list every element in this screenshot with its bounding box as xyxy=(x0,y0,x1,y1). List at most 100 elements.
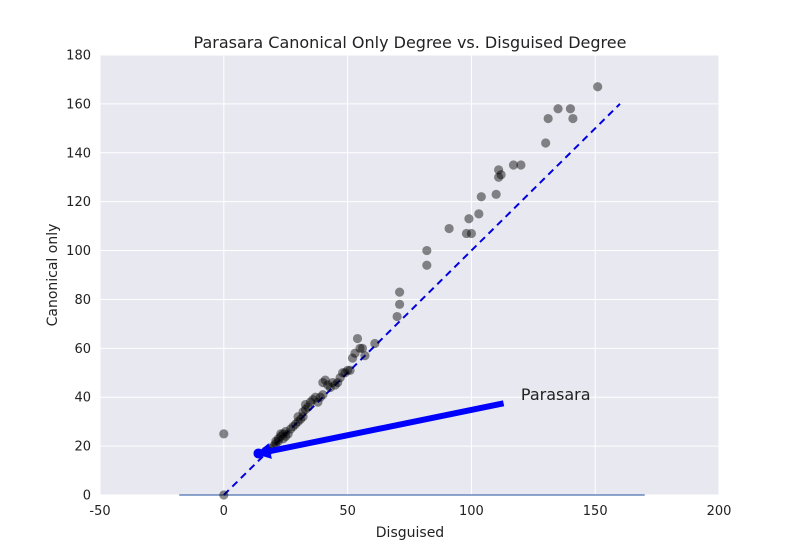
data-point xyxy=(310,392,321,402)
y-tick-label: 100 xyxy=(66,244,91,259)
data-point xyxy=(273,434,283,444)
y-axis-ticks: 0 20 40 60 80 100 120 140 160 180 xyxy=(66,49,91,504)
x-tick-label: -50 xyxy=(89,504,110,519)
data-point xyxy=(278,429,288,439)
data-point xyxy=(276,429,286,439)
data-point xyxy=(219,429,229,439)
data-point xyxy=(394,287,405,297)
data-point xyxy=(308,395,318,405)
data-point xyxy=(494,165,504,175)
data-point xyxy=(593,82,603,92)
data-point xyxy=(352,333,363,344)
data-point xyxy=(357,343,368,353)
data-point xyxy=(286,424,296,434)
x-axis-ticks: -50 0 50 100 150 200 xyxy=(89,504,731,519)
y-tick-label: 160 xyxy=(66,97,91,112)
y-tick-label: 180 xyxy=(66,49,91,64)
data-point xyxy=(466,228,476,239)
data-point xyxy=(464,214,474,224)
data-point xyxy=(350,348,360,358)
identity-line xyxy=(223,103,621,496)
grid-lines xyxy=(99,54,720,496)
data-point xyxy=(345,365,355,375)
annotation-arrow-shaft xyxy=(269,400,505,454)
data-point xyxy=(315,392,325,402)
highlight-point-parasara xyxy=(253,448,264,459)
data-point xyxy=(303,402,313,412)
data-point xyxy=(298,412,308,422)
data-point xyxy=(370,338,380,349)
y-tick-label: 120 xyxy=(66,195,91,210)
data-point xyxy=(340,368,350,378)
data-point xyxy=(474,209,484,219)
data-point xyxy=(295,414,306,424)
data-point xyxy=(325,382,335,393)
y-tick-label: 40 xyxy=(74,391,91,406)
y-tick-label: 140 xyxy=(66,146,91,161)
data-point xyxy=(360,351,370,361)
data-point xyxy=(496,170,506,180)
data-point xyxy=(283,429,293,439)
data-point xyxy=(300,399,311,410)
data-point xyxy=(333,377,343,388)
data-point xyxy=(543,113,553,124)
y-axis-label: Canonical only xyxy=(45,224,61,327)
identity-line-segment xyxy=(223,103,621,496)
data-point xyxy=(318,390,328,400)
chart-title: Parasara Canonical Only Degree vs. Disgu… xyxy=(194,33,627,52)
data-point xyxy=(320,375,330,385)
data-point xyxy=(541,138,551,148)
data-point xyxy=(288,421,298,432)
data-point xyxy=(273,436,283,446)
data-point xyxy=(300,404,311,415)
data-point xyxy=(516,160,526,170)
data-point xyxy=(276,431,286,441)
data-point xyxy=(318,377,328,388)
data-point xyxy=(347,353,358,363)
x-tick-label: 50 xyxy=(339,504,356,519)
data-point xyxy=(343,365,353,375)
plot-area xyxy=(100,55,719,495)
x-tick-label: 200 xyxy=(707,504,732,519)
data-point xyxy=(338,368,348,378)
data-point xyxy=(553,104,563,114)
data-point xyxy=(565,104,576,114)
data-point xyxy=(328,377,338,388)
y-tick-label: 20 xyxy=(74,440,91,455)
y-tick-label: 80 xyxy=(74,293,91,308)
x-tick-label: 100 xyxy=(459,504,484,519)
data-point xyxy=(422,260,432,270)
data-point xyxy=(293,417,303,427)
data-point xyxy=(355,343,365,353)
data-point xyxy=(392,311,402,322)
data-point xyxy=(461,228,472,239)
annotation-label: Parasara xyxy=(521,385,591,404)
data-point xyxy=(568,113,578,124)
x-tick-label: 150 xyxy=(583,504,608,519)
data-point xyxy=(422,245,432,256)
data-point xyxy=(491,189,501,199)
data-point xyxy=(313,397,323,407)
data-point xyxy=(293,412,303,422)
data-point xyxy=(271,439,281,449)
data-point xyxy=(219,490,229,500)
y-tick-label: 0 xyxy=(83,489,91,504)
data-point xyxy=(494,172,504,182)
data-point xyxy=(508,160,519,170)
data-point xyxy=(330,380,340,390)
data-point xyxy=(394,299,405,309)
data-point xyxy=(476,192,486,202)
data-point xyxy=(323,380,333,390)
x-tick-label: 0 xyxy=(220,504,228,519)
data-point xyxy=(291,419,301,429)
annotation-arrow xyxy=(253,400,505,459)
data-point xyxy=(298,407,308,417)
y-tick-label: 60 xyxy=(74,342,91,357)
data-point xyxy=(444,223,454,234)
data-point xyxy=(278,434,288,444)
data-point xyxy=(271,436,281,446)
data-point xyxy=(281,426,291,437)
x-axis-label: Disguised xyxy=(376,525,444,541)
data-point xyxy=(281,431,291,441)
